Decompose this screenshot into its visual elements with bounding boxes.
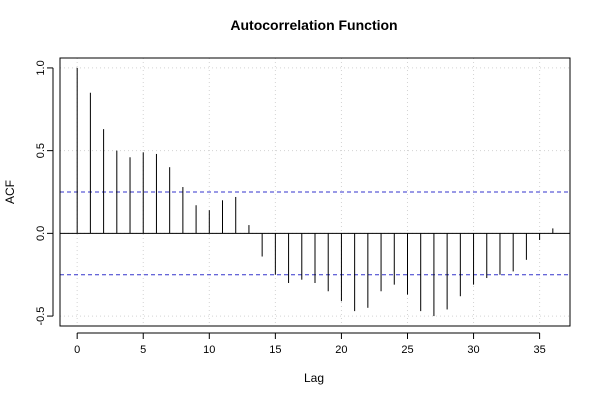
y-tick-label-2: 0.5 bbox=[35, 143, 47, 158]
x-tick-label-4: 20 bbox=[335, 344, 347, 356]
y-tick-label-0: -0.5 bbox=[35, 307, 47, 326]
plot-frame bbox=[59, 57, 571, 327]
y-axis-label: ACF bbox=[3, 180, 17, 204]
chart-title: Autocorrelation Function bbox=[230, 17, 397, 33]
x-tick-label-3: 15 bbox=[269, 344, 281, 356]
x-tick-label-0: 0 bbox=[74, 344, 80, 356]
x-tick-label-5: 25 bbox=[401, 344, 413, 356]
acf-bars bbox=[76, 67, 554, 317]
x-tick-label-2: 10 bbox=[203, 344, 215, 356]
y-tick-label-1: 0.0 bbox=[35, 226, 47, 241]
x-axis-label: Lag bbox=[304, 371, 324, 385]
x-tick-label-1: 5 bbox=[140, 344, 146, 356]
x-tick-label-7: 35 bbox=[533, 344, 545, 356]
y-axis: -0.5 0.0 0.5 1.0 bbox=[35, 60, 54, 326]
x-axis: 0 5 10 15 20 25 30 35 bbox=[74, 332, 546, 356]
x-tick-label-6: 30 bbox=[467, 344, 479, 356]
y-tick-label-3: 1.0 bbox=[35, 60, 47, 75]
